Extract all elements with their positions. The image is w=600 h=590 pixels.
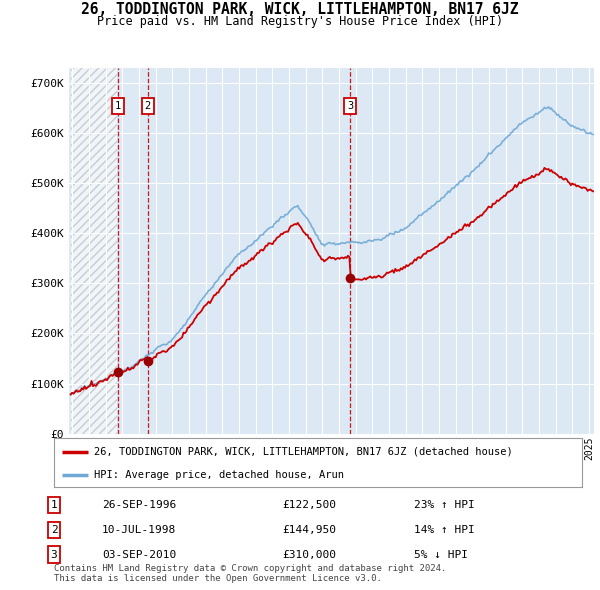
Text: 23% ↑ HPI: 23% ↑ HPI: [414, 500, 475, 510]
Text: 3: 3: [347, 101, 353, 112]
Text: £122,500: £122,500: [282, 500, 336, 510]
Text: 1: 1: [115, 101, 121, 112]
Text: 2: 2: [145, 101, 151, 112]
Text: 3: 3: [50, 550, 58, 559]
Text: 03-SEP-2010: 03-SEP-2010: [102, 550, 176, 559]
Text: £310,000: £310,000: [282, 550, 336, 559]
Text: 5% ↓ HPI: 5% ↓ HPI: [414, 550, 468, 559]
Text: 2: 2: [50, 525, 58, 535]
Text: 14% ↑ HPI: 14% ↑ HPI: [414, 525, 475, 535]
Bar: [118, 68, 148, 434]
Text: 1: 1: [50, 500, 58, 510]
Text: 26, TODDINGTON PARK, WICK, LITTLEHAMPTON, BN17 6JZ (detached house): 26, TODDINGTON PARK, WICK, LITTLEHAMPTON…: [94, 447, 512, 457]
Text: 26, TODDINGTON PARK, WICK, LITTLEHAMPTON, BN17 6JZ: 26, TODDINGTON PARK, WICK, LITTLEHAMPTON…: [81, 2, 519, 17]
Text: Price paid vs. HM Land Registry's House Price Index (HPI): Price paid vs. HM Land Registry's House …: [97, 15, 503, 28]
Text: 10-JUL-1998: 10-JUL-1998: [102, 525, 176, 535]
Text: 26-SEP-1996: 26-SEP-1996: [102, 500, 176, 510]
Text: Contains HM Land Registry data © Crown copyright and database right 2024.
This d: Contains HM Land Registry data © Crown c…: [54, 563, 446, 583]
Text: £144,950: £144,950: [282, 525, 336, 535]
Text: HPI: Average price, detached house, Arun: HPI: Average price, detached house, Arun: [94, 470, 344, 480]
